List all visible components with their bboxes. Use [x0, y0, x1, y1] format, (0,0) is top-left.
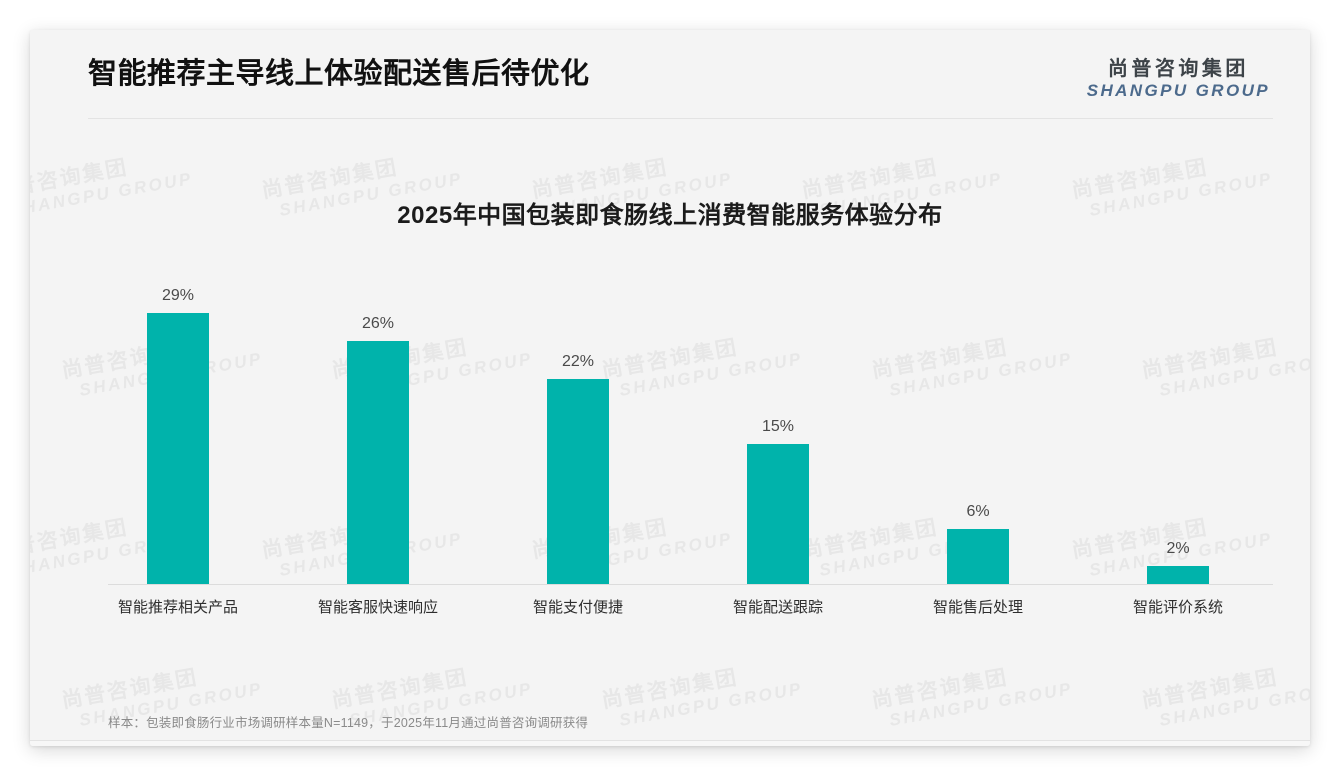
category-label: 智能客服快速响应	[317, 599, 438, 616]
bar-series: 29% 26% 22% 15% 6% 2%	[78, 285, 1278, 585]
bar[interactable]	[547, 378, 609, 585]
bar-value-label: 29%	[161, 287, 195, 305]
bar-value-label: 6%	[966, 502, 990, 520]
logo-english-name: SHANGPU GROUP	[1086, 81, 1270, 100]
header-divider	[88, 118, 1273, 119]
bar[interactable]	[347, 341, 409, 585]
company-logo: 尚普咨询集团 SHANGPU GROUP	[1087, 58, 1270, 101]
category-axis-labels: 智能推荐相关产品 智能客服快速响应 智能支付便捷 智能配送跟踪 智能售后处理 智能评价系统	[78, 596, 1278, 617]
slide-header: 智能推荐主导线上体验配送售后待优化 尚普咨询集团 SHANGPU GROUP	[30, 30, 1310, 120]
category-label: 智能推荐相关产品	[117, 599, 238, 616]
watermark-english: SHANGPU GROUP	[887, 678, 1075, 730]
chart-title: 2025年中国包装即食肠线上消费智能服务体验分布	[397, 202, 943, 229]
bar-slot: 29%	[78, 285, 278, 585]
category-label: 智能售后处理	[932, 599, 1023, 616]
bar-slot: 15%	[678, 285, 878, 585]
x-axis-line	[108, 584, 1273, 585]
category-label: 智能配送跟踪	[732, 599, 823, 616]
watermark-chinese: 尚普咨询集团	[870, 666, 1010, 713]
bar-value-label: 26%	[361, 315, 395, 333]
bar[interactable]	[747, 444, 809, 585]
bar[interactable]	[1147, 566, 1209, 585]
watermark-chinese: 尚普咨询集团	[600, 666, 740, 713]
slide-footer: ©2026.1 SHANGPU GROUP www.shangpu-china.…	[30, 741, 1310, 746]
bar[interactable]	[947, 528, 1009, 585]
bar-slot: 6%	[878, 285, 1078, 585]
watermark-chinese: 尚普咨询集团	[330, 666, 470, 713]
watermark-chinese: 尚普咨询集团	[60, 666, 200, 713]
bar-slot: 26%	[278, 285, 478, 585]
bar-slot: 22%	[478, 285, 678, 585]
watermark-english: SHANGPU GROUP	[617, 678, 805, 730]
sample-footnote: 样本：包装即食肠行业市场调研样本量N=1149，于2025年11月通过尚普咨询调…	[108, 716, 589, 730]
bar[interactable]	[147, 313, 209, 585]
bar-chart-plot: 29% 26% 22% 15% 6% 2%	[78, 285, 1278, 585]
category-label: 智能评价系统	[1132, 599, 1223, 616]
footer-divider	[30, 740, 1310, 741]
logo-chinese-name: 尚普咨询集团	[1107, 58, 1249, 80]
watermark-chinese: 尚普咨询集团	[1140, 666, 1280, 713]
bar-value-label: 15%	[761, 418, 795, 436]
slide-card: 尚普咨询集团 SHANGPU GROUP 尚普咨询集团 SHANGPU GROUP 尚普…	[30, 30, 1310, 746]
watermark-english: SHANGPU GROUP	[1157, 678, 1310, 730]
bar-slot: 2%	[1078, 285, 1278, 585]
category-label: 智能支付便捷	[532, 599, 623, 616]
bar-value-label: 22%	[561, 352, 595, 370]
bar-value-label: 2%	[1166, 540, 1190, 558]
page-title: 智能推荐主导线上体验配送售后待优化	[88, 58, 590, 90]
